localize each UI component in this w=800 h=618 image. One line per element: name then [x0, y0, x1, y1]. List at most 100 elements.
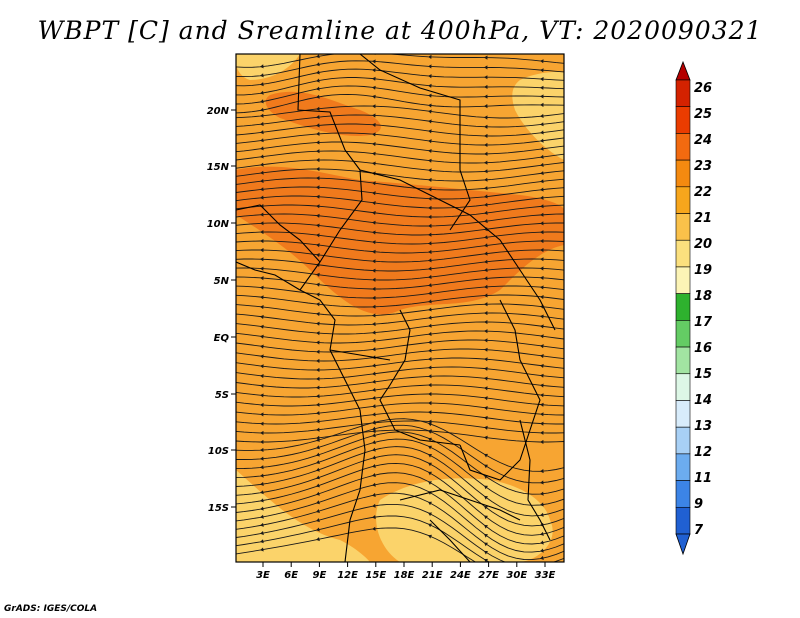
streamline-arrow: [540, 540, 544, 545]
streamline-arrow: [428, 534, 432, 539]
streamline-arrow: [428, 187, 432, 192]
streamline-arrow: [260, 531, 264, 536]
streamline-arrow: [484, 251, 488, 256]
streamline-arrow: [316, 115, 320, 120]
streamline-arrow: [260, 90, 264, 95]
streamline-arrow: [316, 331, 320, 336]
streamline-arrow: [428, 523, 432, 528]
streamline-arrow: [260, 522, 264, 527]
country-border: [329, 349, 391, 361]
streamline-arrow: [540, 187, 544, 192]
streamline-arrow: [372, 464, 376, 468]
streamline-arrow: [428, 471, 432, 476]
streamline-arrow: [316, 78, 320, 83]
streamline-arrow: [260, 354, 264, 359]
colorbar-label: 15: [694, 367, 712, 382]
streamline-arrow: [260, 257, 264, 262]
streamline-arrow: [316, 427, 320, 432]
colorbar-swatch: [675, 480, 691, 508]
colorbar-label: 13: [694, 419, 712, 434]
streamline-arrow: [484, 276, 488, 281]
streamline-arrow: [428, 93, 432, 98]
wbpt-field: [236, 54, 564, 562]
streamline-arrow: [540, 393, 544, 398]
streamline-arrow: [428, 83, 432, 88]
streamline: [236, 276, 564, 290]
streamline-arrow: [372, 492, 376, 497]
colorbar-label: 20: [694, 237, 712, 252]
streamline-arrow: [316, 340, 320, 345]
colorbar-label: 17: [694, 315, 713, 330]
country-border: [299, 289, 366, 562]
streamline-arrow: [372, 322, 376, 327]
streamline-arrow: [540, 344, 544, 349]
lon-tick-label: 9E: [313, 570, 327, 581]
streamline-arrow: [540, 59, 544, 64]
streamline-arrow: [260, 107, 264, 112]
streamline-arrow: [260, 465, 264, 470]
streamline-arrow: [316, 106, 320, 111]
colorbar-swatch: [675, 293, 691, 321]
streamline-arrow: [316, 509, 320, 513]
streamline: [236, 150, 564, 164]
colorbar-label: 12: [694, 445, 712, 460]
streamlines: [236, 54, 564, 562]
streamline-arrow: [428, 149, 432, 153]
streamline-arrow: [372, 268, 376, 273]
streamline-arrow: [540, 122, 544, 127]
streamline-arrow: [484, 376, 488, 381]
streamline-arrow: [428, 119, 432, 124]
streamline-arrow: [484, 194, 488, 199]
streamline-arrow: [316, 86, 320, 91]
streamline: [236, 177, 564, 191]
streamline: [236, 462, 564, 536]
streamline-arrow: [372, 515, 376, 520]
streamline-arrow: [260, 439, 264, 444]
streamline-arrow: [540, 383, 544, 388]
streamline-arrow: [316, 402, 320, 407]
streamline-arrow: [484, 558, 488, 562]
streamline-arrow: [540, 85, 544, 90]
streamline-arrow: [372, 473, 376, 478]
streamline-arrow: [372, 181, 376, 186]
streamline: [236, 68, 564, 87]
streamline-arrow: [540, 154, 544, 159]
colorbar-swatch: [675, 400, 691, 428]
streamline-arrow: [540, 480, 544, 485]
streamline-arrow: [484, 302, 488, 307]
streamline-arrow: [484, 505, 488, 510]
streamline-arrow: [372, 371, 376, 376]
streamline-arrow: [484, 550, 488, 555]
streamline-arrow: [316, 131, 320, 136]
streamline-arrow: [372, 338, 376, 343]
streamline-arrow: [260, 113, 264, 118]
streamline-arrow: [260, 456, 264, 461]
map-frame: [235, 53, 565, 563]
streamline-arrow: [428, 315, 432, 320]
lat-tick-label: 15S: [208, 503, 229, 514]
colorbar-label: 18: [694, 289, 712, 304]
streamline-arrow: [260, 212, 264, 217]
streamline-arrow: [372, 249, 376, 254]
streamline-arrow: [540, 402, 544, 407]
streamline-arrow: [540, 171, 544, 176]
streamline-arrow: [484, 104, 488, 109]
streamline-arrow: [484, 329, 488, 334]
streamline-arrow: [540, 257, 544, 262]
streamline-arrow: [540, 179, 544, 184]
streamline: [236, 348, 564, 362]
streamline-arrow: [540, 563, 544, 567]
streamline-arrow: [260, 154, 264, 159]
streamline-arrow: [260, 430, 264, 435]
streamline-arrow: [484, 115, 488, 120]
streamline: [236, 339, 564, 353]
streamline-arrow: [428, 64, 432, 69]
streamline-arrow: [540, 239, 544, 244]
streamline-arrow: [316, 54, 320, 59]
streamline-arrow: [428, 374, 432, 379]
lat-tick-label: 15N: [207, 162, 230, 173]
streamline-arrow: [316, 123, 320, 128]
streamline-arrow: [260, 230, 264, 235]
country-border: [359, 169, 556, 331]
streamline-arrow: [484, 84, 488, 89]
